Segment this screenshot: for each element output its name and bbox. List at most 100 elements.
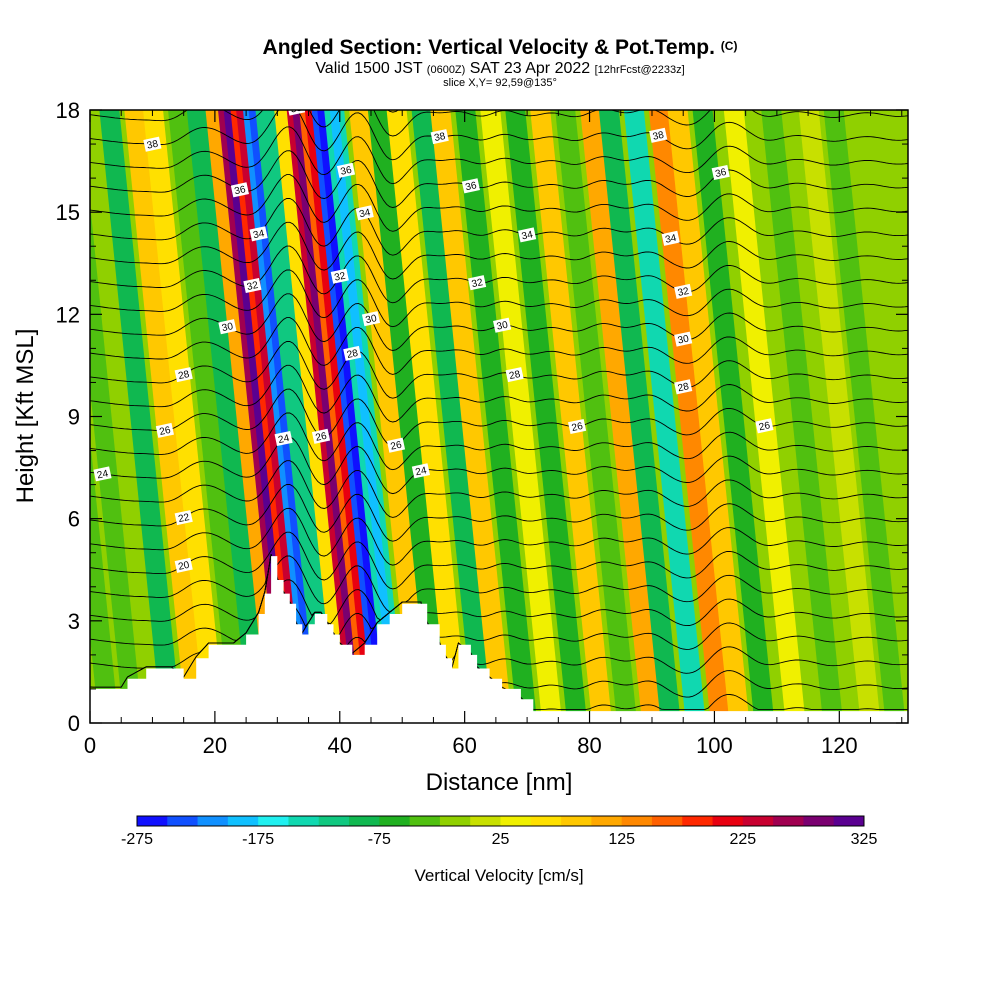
- velocity-field: [90, 110, 908, 723]
- velocity-band: [90, 110, 163, 723]
- terrain: [90, 556, 908, 723]
- velocity-band: [530, 110, 613, 723]
- contour-label-text: 38: [652, 130, 666, 143]
- contour-label-text: 34: [521, 229, 535, 242]
- y-tick-label: 12: [56, 302, 80, 327]
- contour-label-text: 26: [315, 431, 329, 444]
- contour-label-24: 24: [93, 466, 112, 482]
- contour-label-22: 22: [174, 510, 193, 526]
- contour-label-bg: [249, 226, 268, 242]
- colorbar-swatch: [258, 816, 289, 826]
- y-tick-label: 18: [56, 98, 80, 123]
- colorbar-swatch: [137, 816, 168, 826]
- velocity-band: [692, 110, 775, 723]
- valid-date: SAT 23 Apr 2022: [469, 60, 591, 77]
- contour-label-bg: [330, 268, 349, 284]
- terrain-layer: [90, 556, 908, 723]
- contour-label-bg: [661, 230, 680, 246]
- y-tick-label: 3: [68, 609, 80, 634]
- contour-label-bg: [218, 319, 237, 335]
- contour-label-text: 38: [290, 102, 304, 115]
- colorbar-tick-label: -175: [242, 831, 274, 848]
- x-tick-label: 120: [821, 733, 858, 758]
- x-tick-label: 0: [84, 733, 96, 758]
- colorbar-swatch: [349, 816, 380, 826]
- contour-label-34: 34: [249, 226, 268, 242]
- colorbar-frame: [136, 815, 865, 827]
- contour-label-28: 28: [505, 367, 524, 383]
- colorbar-title: Vertical Velocity [cm/s]: [414, 866, 583, 885]
- colorbar-swatch: [833, 816, 865, 826]
- colorbar-tick-label: 125: [608, 831, 635, 848]
- isentrope-line: [90, 436, 908, 495]
- contour-label-38: 38: [430, 129, 449, 145]
- contour-label-bg: [649, 127, 668, 143]
- isentrope-line: [90, 554, 908, 674]
- velocity-band: [90, 438, 119, 723]
- colorbar-swatch: [621, 816, 653, 826]
- colorbar-swatch: [409, 816, 441, 826]
- contour-label-bg: [311, 428, 331, 444]
- colorbar-swatch: [167, 816, 198, 826]
- contour-label-32: 32: [674, 283, 693, 299]
- contour-label-28: 28: [674, 379, 693, 395]
- colorbar-swatch: [439, 816, 471, 826]
- colorbar-swatch: [530, 816, 562, 826]
- contour-label-34: 34: [355, 205, 374, 221]
- contour-label-bg: [355, 205, 374, 221]
- contour-label-bg: [174, 510, 193, 526]
- isentrope-line: [90, 221, 908, 280]
- contour-label-bg: [230, 182, 249, 198]
- velocity-band: [186, 110, 269, 723]
- colorbar-swatch: [651, 816, 683, 826]
- velocity-band: [555, 110, 637, 723]
- colorbar-tick-label: -275: [121, 831, 153, 848]
- contour-label-bg: [493, 317, 512, 333]
- copyright-mark: (C): [720, 39, 738, 53]
- contour-label-text: 22: [177, 512, 191, 525]
- isentrope-line: [90, 554, 908, 627]
- isentrope-line: [90, 364, 908, 423]
- contour-label-bg: [343, 345, 362, 361]
- contour-label-text: 36: [714, 167, 728, 180]
- chart-title-text: Angled Section: Vertical Velocity & Pot.…: [262, 36, 715, 59]
- contour-label-24: 24: [411, 463, 430, 479]
- contour-label-text: 30: [365, 313, 379, 326]
- contour-label-text: 28: [346, 348, 360, 361]
- contour-label-34: 34: [661, 230, 680, 246]
- contour-label-bg: [243, 277, 262, 294]
- velocity-band: [411, 110, 494, 723]
- isentrope-line: [90, 317, 908, 375]
- contour-label-text: 32: [333, 271, 347, 284]
- isentrope-line: [90, 484, 908, 542]
- colorbar-swatch: [318, 816, 350, 826]
- velocity-band: [430, 110, 513, 723]
- velocity-band: [623, 110, 706, 723]
- contour-label-28: 28: [174, 367, 193, 383]
- contour-label-bg: [674, 379, 693, 395]
- isentrope-line: [387, 110, 400, 113]
- forecast-info: [12hrFcst@2233z]: [594, 64, 685, 76]
- isentrope-line: [90, 554, 908, 613]
- colorbar-swatch: [682, 816, 713, 826]
- contour-label-text: 34: [252, 228, 266, 241]
- contour-label-text: 34: [358, 207, 372, 220]
- contour-label-text: 20: [177, 560, 191, 573]
- contour-label-36: 36: [230, 182, 249, 198]
- contour-label-32: 32: [243, 277, 262, 294]
- colorbar: -275 -175 -75 25 125 225 325: [121, 815, 877, 848]
- contour-label-text: 24: [415, 465, 429, 478]
- isentrope-line: [90, 341, 908, 399]
- chart-title: Angled Section: Vertical Velocity & Pot.…: [0, 36, 1000, 60]
- contour-label-text: 30: [496, 320, 510, 333]
- velocity-band: [367, 110, 450, 723]
- contour-label-30: 30: [493, 317, 512, 333]
- colorbar-swatch: [470, 816, 501, 826]
- y-tick-label: 0: [68, 711, 80, 736]
- x-tick-label: 100: [696, 733, 733, 758]
- contour-label-bg: [336, 162, 356, 178]
- contour-label-bg: [411, 463, 430, 479]
- colorbar-tick-label: -75: [368, 831, 391, 848]
- contour-label-text: 28: [508, 369, 522, 382]
- contour-label-30: 30: [218, 319, 237, 335]
